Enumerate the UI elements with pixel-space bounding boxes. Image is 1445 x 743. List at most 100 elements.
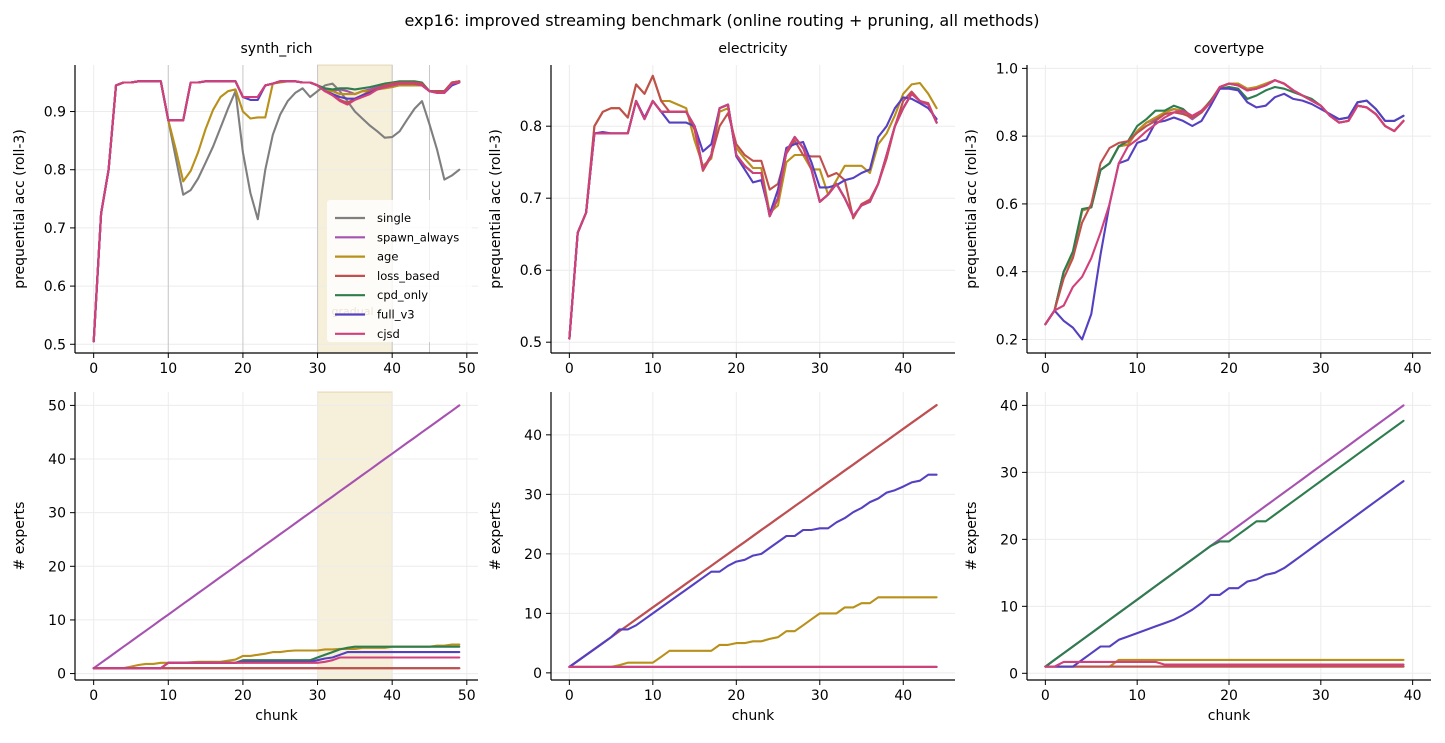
y-tick-label: 0.7: [44, 221, 66, 237]
legend-label-single: single: [377, 211, 411, 225]
y-tick-label: 40: [48, 452, 66, 468]
x-tick-label: 10: [644, 361, 662, 377]
panels-group: 0 10 20 30 40 50 0.5 0.6 0.7 0.8 0.9 synth_richpreq…: [12, 41, 1431, 724]
y-tick-label: 30: [524, 487, 542, 503]
series-line-full_v3: [1044, 87, 1405, 341]
legend-label-cjsd: cjsd: [377, 327, 400, 341]
y-tick-label: 0.4: [996, 265, 1018, 281]
series-line-full_v3: [1044, 480, 1405, 668]
series-line-loss_based: [568, 404, 938, 668]
y-tick-label: 0: [1009, 666, 1018, 682]
x-tick-label: 20: [234, 688, 252, 704]
series-line-full_v3: [568, 473, 938, 668]
x-tick-label: 30: [309, 361, 327, 377]
x-tick-label: 0: [565, 688, 574, 704]
y-tick-label: 0: [57, 667, 66, 683]
y-axis-label: # experts: [12, 502, 28, 571]
y-tick-label: 0.8: [44, 163, 66, 179]
x-tick-label: 0: [1041, 361, 1050, 377]
panel-title: electricity: [718, 41, 787, 57]
y-tick-label: 30: [1000, 465, 1018, 481]
x-tick-label: 40: [383, 361, 401, 377]
x-tick-label: 10: [159, 361, 177, 377]
x-tick-label: 30: [1312, 688, 1330, 704]
panel-bottom-right: 0 10 20 30 40 0 10 20 30 40 chunk # experts: [964, 392, 1431, 724]
x-tick-label: 20: [727, 688, 745, 704]
x-tick-label: 0: [565, 361, 574, 377]
series-line-cjsd: [568, 92, 938, 340]
series-line-cjsd: [92, 656, 461, 670]
series-group: [1044, 79, 1405, 341]
y-tick-label: 20: [1000, 532, 1018, 548]
x-tick-label: 10: [644, 688, 662, 704]
y-tick-label: 0.6: [520, 263, 542, 279]
panel-title: covertype: [1194, 41, 1264, 57]
x-tick-label: 0: [89, 688, 98, 704]
y-tick-label: 1.0: [996, 61, 1018, 77]
legend-label-full_v3: full_v3: [377, 308, 415, 322]
y-axis-label: # experts: [964, 502, 980, 571]
legend-label-spawn_always: spawn_always: [377, 230, 459, 244]
panel-title: synth_rich: [240, 41, 312, 57]
x-axis-label: chunk: [255, 708, 298, 724]
legend-label-age: age: [377, 250, 398, 264]
y-tick-label: 10: [524, 606, 542, 622]
series-line-cjsd: [92, 80, 461, 343]
y-axis-label: prequential acc (roll-3): [488, 129, 504, 289]
x-tick-label: 50: [458, 361, 476, 377]
x-tick-label: 20: [727, 361, 745, 377]
y-tick-label: 0.9: [44, 105, 66, 121]
panel-bottom-left: 0 10 20 30 40 50 0 10 20 30 40 50 chunk # experts: [12, 391, 478, 724]
y-tick-label: 0.5: [520, 335, 542, 351]
x-tick-label: 10: [1128, 688, 1146, 704]
y-tick-label: 0.8: [996, 129, 1018, 145]
x-tick-label: 40: [894, 361, 912, 377]
x-tick-label: 0: [1041, 688, 1050, 704]
series-line-cpd_only: [1044, 419, 1405, 668]
x-tick-label: 40: [894, 688, 912, 704]
x-tick-label: 30: [811, 361, 829, 377]
x-tick-label: 0: [89, 361, 98, 377]
y-tick-label: 0.7: [520, 191, 542, 207]
x-tick-label: 40: [383, 688, 401, 704]
x-tick-label: 20: [234, 361, 252, 377]
y-axis-label: prequential acc (roll-3): [964, 129, 980, 289]
x-tick-label: 20: [1220, 361, 1238, 377]
series-group: [1044, 404, 1405, 668]
panel-top-left: 0 10 20 30 40 50 0.5 0.6 0.7 0.8 0.9 synth_richpreq…: [12, 41, 478, 377]
y-tick-label: 0.6: [996, 197, 1018, 213]
y-axis-label: # experts: [488, 502, 504, 571]
figure-suptitle: exp16: improved streaming benchmark (onl…: [404, 11, 1039, 30]
x-axis-label: chunk: [732, 708, 775, 724]
x-tick-label: 50: [458, 688, 476, 704]
y-tick-label: 50: [48, 398, 66, 414]
x-tick-label: 10: [159, 688, 177, 704]
x-tick-label: 10: [1128, 361, 1146, 377]
y-tick-label: 40: [524, 428, 542, 444]
y-tick-label: 10: [1000, 599, 1018, 615]
y-tick-label: 40: [1000, 398, 1018, 414]
y-tick-label: 0.8: [520, 119, 542, 135]
series-group: [92, 80, 461, 343]
x-tick-label: 40: [1404, 361, 1422, 377]
y-tick-label: 10: [48, 613, 66, 629]
y-tick-label: 0.2: [996, 332, 1018, 348]
legend-label-cpd_only: cpd_only: [377, 288, 428, 302]
series-line-spawn_always: [92, 404, 461, 670]
panel-bottom-middle: 0 10 20 30 40 0 10 20 30 40 chunk # experts: [488, 392, 955, 724]
series-group: [568, 404, 938, 668]
series-group: [92, 404, 461, 670]
y-axis-label: prequential acc (roll-3): [12, 129, 28, 289]
x-tick-label: 40: [1404, 688, 1422, 704]
y-tick-label: 0: [533, 666, 542, 682]
x-tick-label: 20: [1220, 688, 1238, 704]
panel-top-right: 0 10 20 30 40 0.2 0.4 0.6 0.8 1.0 covertype prequen…: [964, 41, 1431, 377]
y-tick-label: 0.5: [44, 337, 66, 353]
series-line-age: [568, 596, 938, 668]
shaded-region: [317, 391, 393, 681]
x-axis-label: chunk: [1208, 708, 1251, 724]
series-group: [568, 74, 938, 340]
y-tick-label: 20: [48, 559, 66, 575]
